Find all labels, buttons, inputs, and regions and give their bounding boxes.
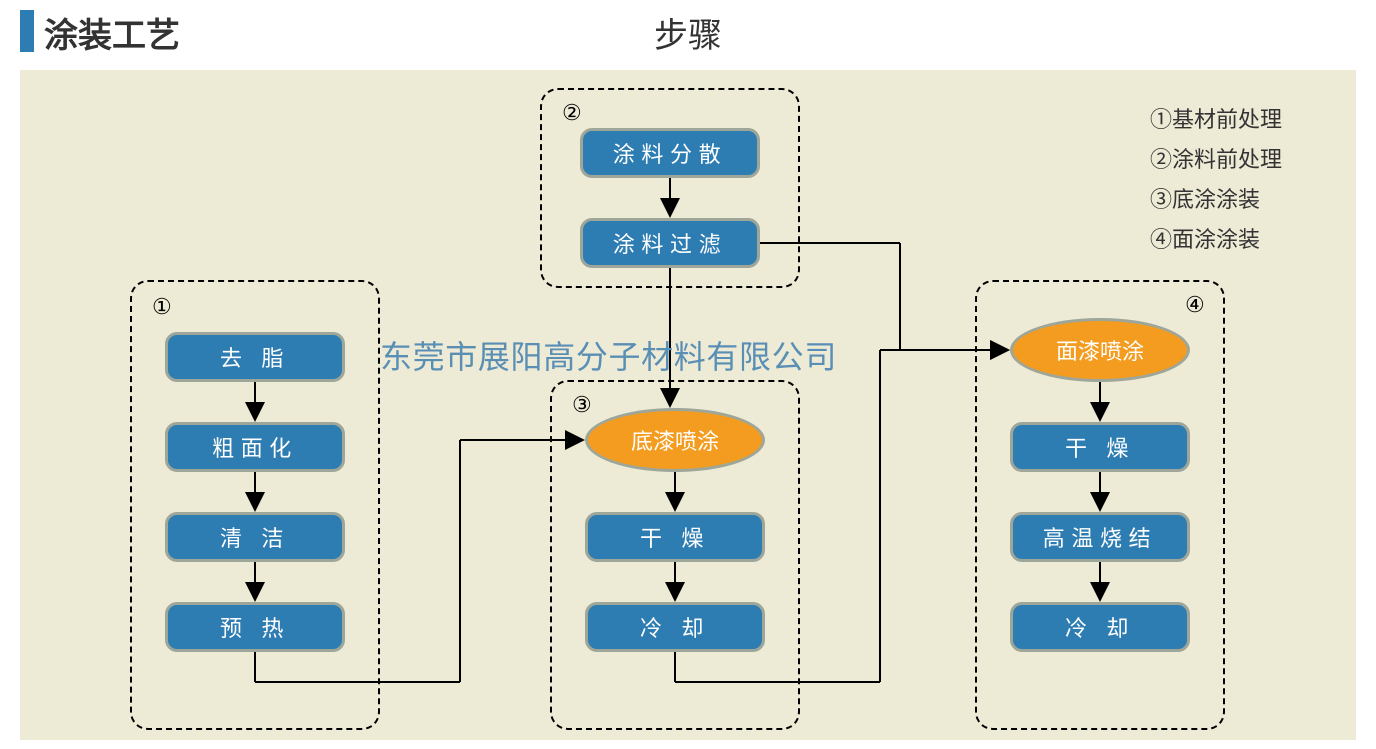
watermark-text: 东莞市展阳高分子材料有限公司 <box>380 332 837 378</box>
node-n_dry1: 干 燥 <box>585 512 765 562</box>
node-n_filter: 涂料过滤 <box>580 218 760 268</box>
node-n_dry2: 干 燥 <box>1010 422 1190 472</box>
header: 涂装工艺 步骤 <box>0 0 1376 60</box>
node-n_roughen: 粗面化 <box>165 422 345 472</box>
legend-item-2: ②涂料前处理 <box>1150 140 1282 180</box>
node-n_cool2: 冷 却 <box>1010 602 1190 652</box>
group-label-g4: ④ <box>1185 292 1205 318</box>
node-n_primer: 底漆喷涂 <box>585 408 765 472</box>
node-n_preheat: 预 热 <box>165 602 345 652</box>
group-label-g3: ③ <box>572 392 592 418</box>
legend-item-3: ③底涂涂装 <box>1150 180 1282 220</box>
legend-item-4: ④面涂涂装 <box>1150 220 1282 260</box>
legend: ①基材前处理②涂料前处理③底涂涂装④面涂涂装 <box>1150 100 1282 260</box>
diagram-canvas: 东莞市展阳高分子材料有限公司 ① ② ③ ④ 去 脂粗面化清 洁预 热 涂料分散涂料过滤底… <box>20 70 1356 740</box>
group-label-g2: ② <box>562 100 582 126</box>
node-n_clean: 清 洁 <box>165 512 345 562</box>
node-n_degrease: 去 脂 <box>165 332 345 382</box>
node-n_sinter: 高温烧结 <box>1010 512 1190 562</box>
node-n_topcoat: 面漆喷涂 <box>1010 318 1190 382</box>
node-n_disperse: 涂料分散 <box>580 128 760 178</box>
legend-item-1: ①基材前处理 <box>1150 100 1282 140</box>
node-n_cool1: 冷 却 <box>585 602 765 652</box>
title-sub: 步骤 <box>0 8 1376 57</box>
group-label-g1: ① <box>152 294 172 320</box>
